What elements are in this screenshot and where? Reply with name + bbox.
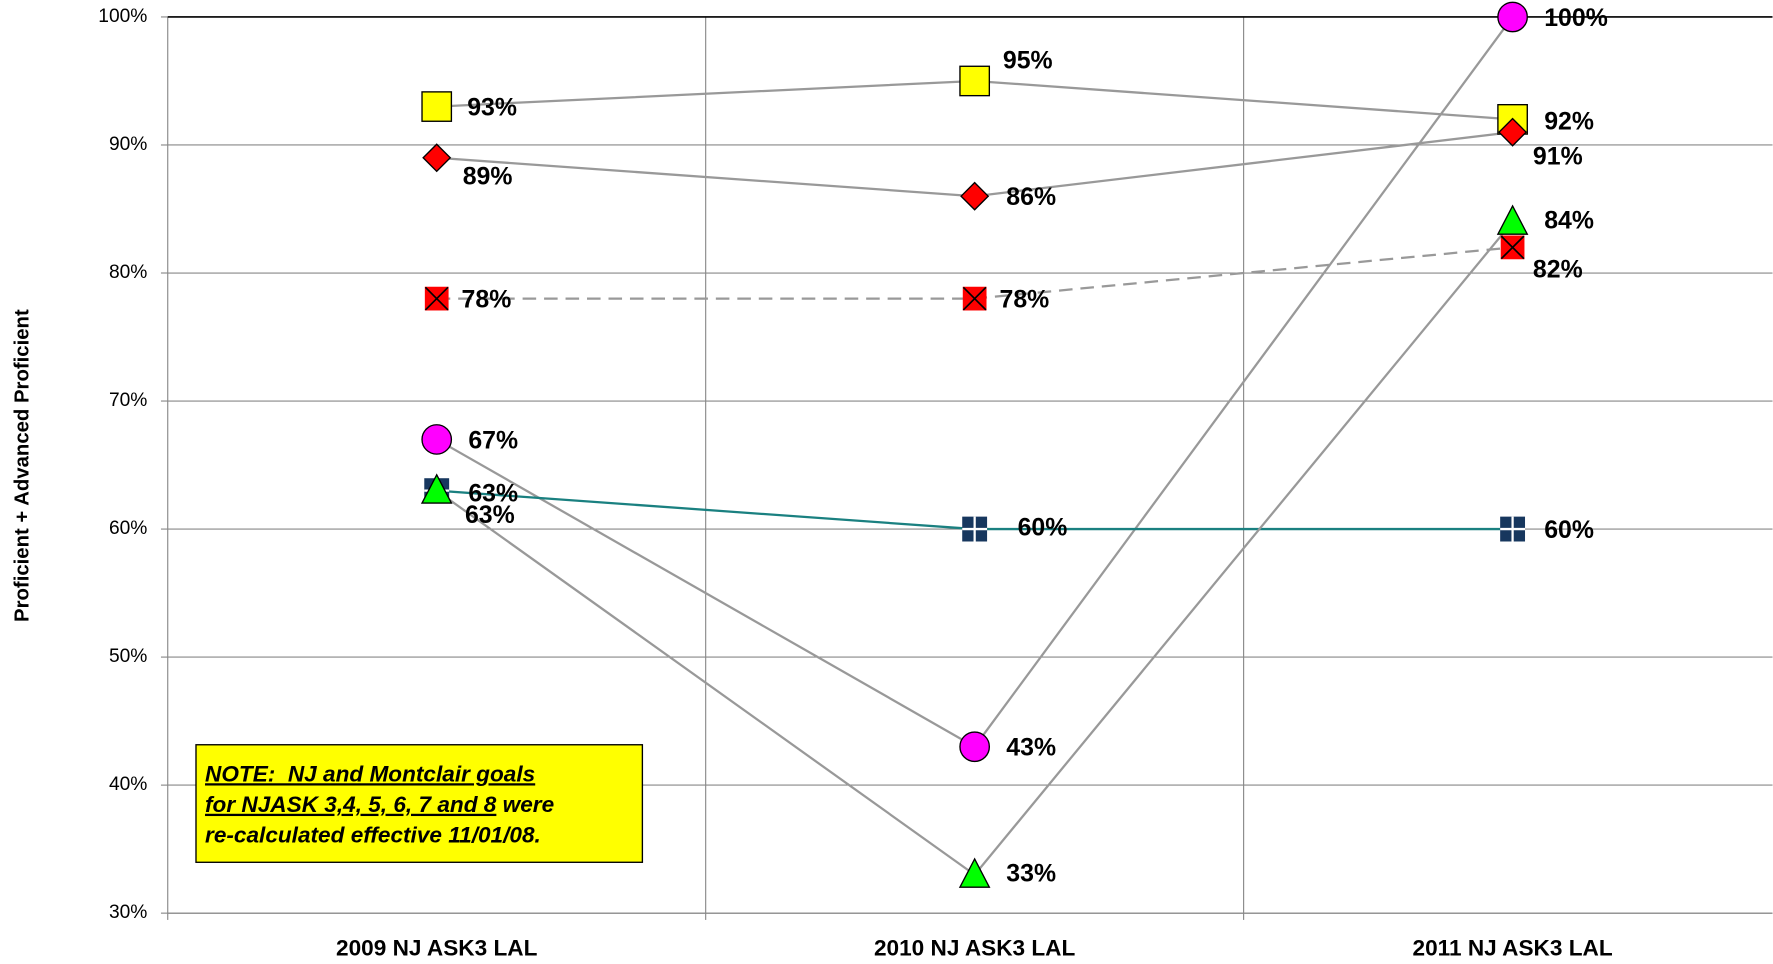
marker-xsquare bbox=[424, 286, 449, 311]
value-label: 63% bbox=[465, 501, 515, 529]
note-box bbox=[195, 744, 644, 863]
value-label: 100% bbox=[1544, 4, 1608, 32]
marker-diamond bbox=[422, 143, 452, 173]
x-tick-label: 2009 NJ ASK3 LAL bbox=[336, 935, 538, 960]
marker-circle bbox=[421, 424, 453, 455]
y-tick-label: 90% bbox=[109, 134, 147, 155]
marker-xsquare bbox=[1500, 235, 1525, 260]
y-tick-label: 70% bbox=[109, 390, 147, 411]
series-line bbox=[436, 16, 1514, 749]
marker-x bbox=[1500, 235, 1525, 260]
y-tick-label: 50% bbox=[109, 646, 147, 667]
marker-diamond bbox=[1498, 117, 1528, 147]
marker-triangle bbox=[1496, 204, 1529, 235]
marker-diamond bbox=[960, 181, 990, 211]
y-tick-label: 30% bbox=[109, 902, 147, 923]
marker-circle bbox=[959, 731, 991, 763]
note-text: re-calculated effective 11/01/08. bbox=[205, 822, 541, 847]
value-label: 67% bbox=[468, 426, 518, 454]
value-label: 78% bbox=[1000, 285, 1050, 313]
marker-crosssquare bbox=[962, 516, 988, 542]
value-label: 92% bbox=[1544, 107, 1594, 135]
note-text: for NJASK 3,4, 5, 6, 7 and 8 bbox=[205, 792, 497, 817]
value-label: 63% bbox=[468, 480, 518, 508]
note: NOTE: NJ and Montclair goals for NJASK 3,… bbox=[195, 744, 644, 863]
marker-square bbox=[959, 65, 991, 97]
value-label: 89% bbox=[463, 163, 513, 191]
marker-triangle bbox=[958, 857, 991, 888]
value-label: 86% bbox=[1006, 183, 1056, 211]
value-label: 84% bbox=[1544, 206, 1594, 234]
note-line: re-calculated effective 11/01/08. bbox=[205, 822, 541, 847]
y-tick-label: 100% bbox=[98, 6, 147, 27]
note-text: were bbox=[496, 792, 554, 817]
marker-x bbox=[962, 286, 987, 311]
value-label: 91% bbox=[1533, 143, 1583, 171]
y-tick-label: 60% bbox=[109, 518, 147, 539]
y-tick-label: 80% bbox=[109, 262, 147, 283]
marker-x bbox=[424, 286, 449, 311]
value-label: 78% bbox=[462, 285, 512, 313]
value-label: 60% bbox=[1018, 514, 1068, 542]
value-label: 43% bbox=[1006, 734, 1056, 762]
note-line: NOTE: NJ and Montclair goals bbox=[205, 761, 535, 786]
value-label: 82% bbox=[1533, 256, 1583, 284]
value-label: 95% bbox=[1003, 46, 1053, 74]
y-axis-label: Proficient + Advanced Proficient bbox=[11, 309, 33, 622]
note-line: for NJASK 3,4, 5, 6, 7 and 8 were bbox=[205, 792, 554, 817]
marker-cross bbox=[1500, 516, 1526, 542]
value-label: 93% bbox=[467, 93, 517, 121]
marker-circle bbox=[1497, 1, 1528, 33]
marker-cross bbox=[962, 516, 988, 542]
marker-square bbox=[421, 91, 453, 122]
note-text: NOTE: NJ and Montclair goals bbox=[205, 761, 535, 786]
y-tick-label: 40% bbox=[109, 774, 147, 795]
x-tick-label: 2010 NJ ASK3 LAL bbox=[874, 935, 1076, 960]
marker-xsquare bbox=[962, 286, 987, 311]
marker-triangle bbox=[420, 473, 453, 504]
value-label: 60% bbox=[1544, 516, 1594, 544]
value-label: 33% bbox=[1006, 859, 1056, 887]
x-tick-label: 2011 NJ ASK3 LAL bbox=[1413, 935, 1613, 960]
marker-crosssquare bbox=[1500, 516, 1526, 542]
